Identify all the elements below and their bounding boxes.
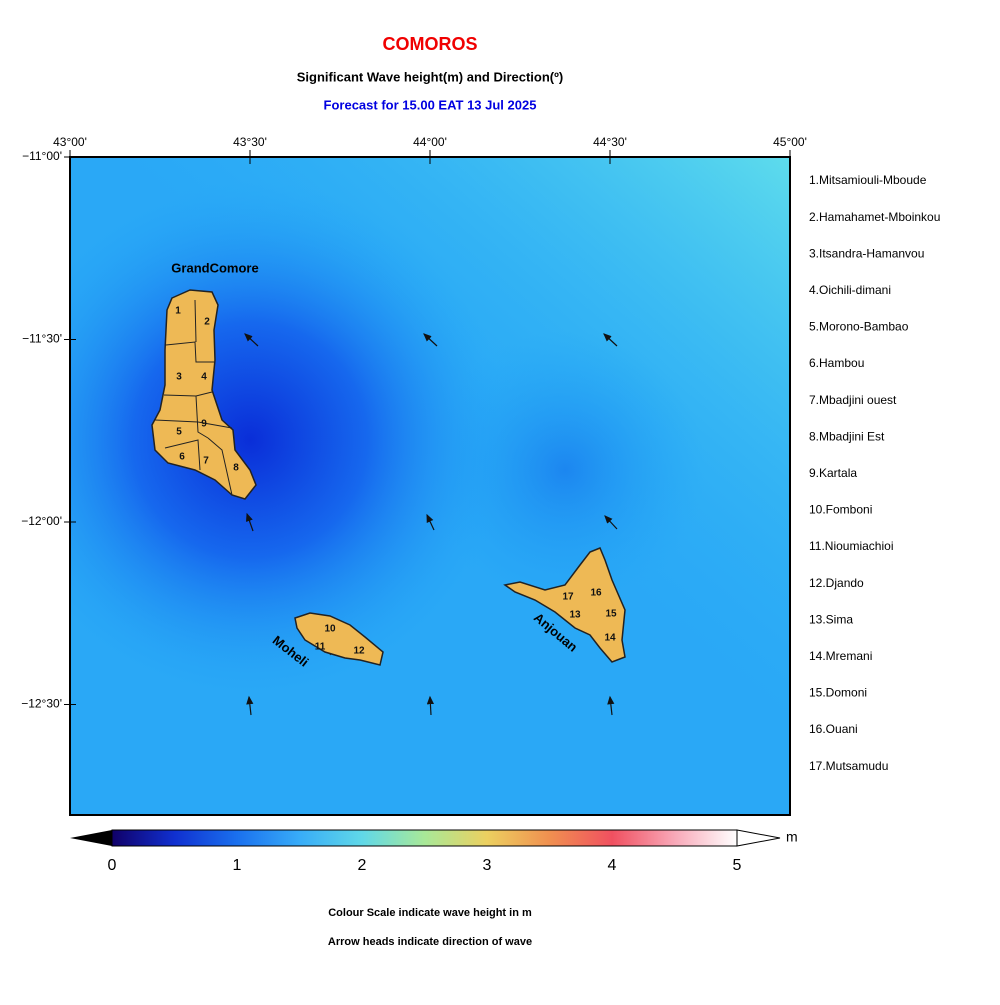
legend-item: 11.Nioumiachioi [809, 539, 894, 553]
colorbar: 0 1 2 3 4 5 m [70, 829, 798, 874]
legend-item: 6.Hambou [809, 356, 864, 370]
region-number: 8 [233, 463, 239, 474]
region-number: 6 [179, 452, 185, 463]
colorbar-scale [111, 829, 738, 847]
lat-tick-label: −12°00' [21, 514, 62, 528]
forecast: Forecast for 15.00 EAT 13 Jul 2025 [324, 97, 537, 112]
region-number: 2 [204, 317, 210, 328]
title: COMOROS [382, 34, 477, 54]
lon-tick-label: 44°30' [593, 135, 627, 149]
colorbar-tick-label: 3 [483, 857, 492, 874]
legend-item: 4.Oichili-dimani [809, 283, 891, 297]
region-number: 16 [590, 588, 602, 599]
lat-tick-label: −11°00' [22, 149, 62, 163]
region-number: 11 [315, 642, 326, 653]
region-number: 13 [569, 610, 581, 621]
colorbar-tick-label: 4 [608, 857, 617, 874]
region-number: 7 [203, 456, 209, 467]
lon-tick-label: 44°00' [413, 135, 447, 149]
legend-item: 3.Itsandra-Hamanvou [809, 246, 924, 260]
island-label: GrandComore [171, 260, 258, 275]
legend-item: 14.Mremani [809, 649, 872, 663]
colorbar-tick-label: 0 [108, 857, 117, 874]
colorbar-tick-label: 2 [358, 857, 367, 874]
lon-tick-label: 43°00' [53, 135, 87, 149]
legend-item: 7.Mbadjini ouest [809, 393, 897, 407]
legend-item: 16.Ouani [809, 722, 858, 736]
anjouan [503, 547, 626, 663]
region-number: 10 [324, 624, 336, 635]
lon-tick-label: 43°30' [233, 135, 267, 149]
region-number: 17 [562, 592, 574, 603]
legend-item: 2.Hamahamet-Mboinkou [809, 210, 940, 224]
colorbar-tick-label: 5 [733, 857, 742, 874]
legend-item: 5.Morono-Bambao [809, 320, 909, 334]
subtitle: Significant Wave height(m) and Direction… [297, 69, 563, 84]
region-number: 15 [605, 609, 617, 620]
legend-item: 17.Mutsamudu [809, 759, 888, 773]
region-number: 3 [176, 372, 182, 383]
lat-tick-label: −11°30' [22, 332, 62, 346]
colorbar-tick-label: 1 [233, 857, 242, 874]
lat-tick-label: −12°30' [21, 697, 62, 711]
legend-item: 12.Djando [809, 576, 864, 590]
colorbar-high [736, 829, 781, 847]
region-number: 5 [176, 427, 182, 438]
legend-item: 10.Fomboni [809, 503, 872, 517]
region-number: 14 [604, 633, 616, 644]
legend-item: 13.Sima [809, 612, 853, 626]
colorbar-unit: m [786, 829, 798, 845]
moheli [294, 612, 384, 666]
region-number: 4 [201, 372, 207, 383]
legend-item: 15.Domoni [809, 686, 867, 700]
arrows [244, 333, 618, 716]
region-number: 12 [353, 646, 365, 657]
note: Arrow heads indicate direction of wave [328, 936, 532, 948]
legend-item: 1.Mitsamiouli-Mboude [809, 173, 927, 187]
legend-item: 8.Mbadjini Est [809, 429, 885, 443]
legend: 1.Mitsamiouli-Mboude 2.Hamahamet-Mboinkou… [809, 173, 940, 773]
region-number: 9 [201, 419, 207, 430]
legend-item: 9.Kartala [809, 466, 857, 480]
lon-tick-label: 45°00' [773, 135, 807, 149]
colorbar-low [70, 830, 112, 846]
axis-ticks: 43°00' 43°30' 44°00' 44°30' 45°00' −11°00' −11… [21, 135, 807, 711]
sea-shade [70, 157, 790, 815]
region-number: 1 [175, 306, 181, 317]
note: Colour Scale indicate wave height in m [328, 907, 532, 919]
